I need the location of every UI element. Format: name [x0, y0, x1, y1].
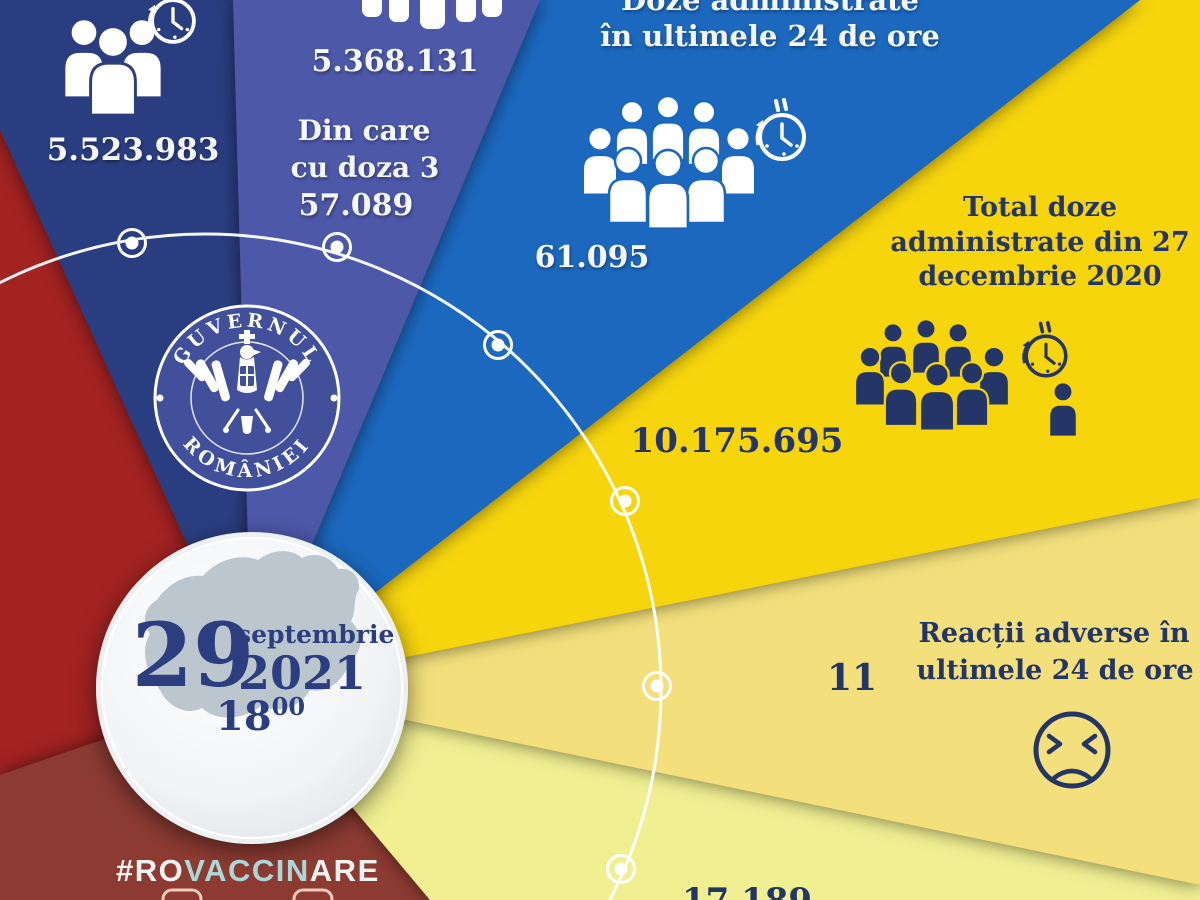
stat-title-line1: Doze administrate [621, 0, 919, 17]
badge-year: 2021 [238, 646, 366, 700]
wedge-blue [252, 0, 1140, 688]
arc-node-icon [322, 232, 352, 262]
stat-title-line1: Total doze [963, 192, 1117, 223]
wedge-navy [0, 0, 252, 688]
stat-value: 61.095 [535, 240, 650, 275]
stat-title-line2: în ultimele 24 de ore [600, 19, 940, 53]
seal-dot-right [330, 394, 338, 402]
hashtag-text: #ROVACCINARE [116, 853, 380, 888]
wedge-indigo [233, 0, 540, 688]
stat-doses-24h: Doze administrate în ultimele 24 de ore … [535, 0, 940, 275]
stat-title-line2: ultimele 24 de ore [916, 655, 1193, 686]
stat-value: 5.368.131 [311, 44, 478, 79]
stat-doses-total: Total doze administrate din 27 decembrie… [631, 192, 1190, 461]
stat-subtitle-line2: cu doza 3 [291, 151, 440, 184]
stat-title-line2: administrate din 27 [890, 227, 1189, 258]
stat-persons-immunized: 5.523.983 [47, 0, 220, 168]
eagle-coat-of-arms-icon [184, 330, 310, 434]
social-icon-1 [161, 888, 203, 900]
badge-minutes: 00 [272, 692, 305, 721]
seal-dot-left [156, 394, 164, 402]
arc-node-icon [606, 854, 636, 884]
hashtag-block: #ROVACCINARE [116, 853, 380, 900]
arc-node-icon [642, 671, 672, 701]
wedge-yellow [252, 0, 1200, 688]
arc-node-icon [117, 228, 147, 258]
stat-title-line1: Reacții adverse în [918, 618, 1189, 649]
stat-title-line3: decembrie 2020 [918, 261, 1161, 292]
date-badge: 29 septembrie 2021 1800 [96, 532, 408, 844]
stat-subtitle-line1: Din care [298, 114, 431, 147]
badge-hour: 1800 [216, 692, 305, 740]
stat-value: 11 [827, 657, 877, 699]
arc-node-icon [610, 486, 640, 516]
stat-persons-vaccinated: 5.368.131 Din care cu doza 3 57.089 [291, 0, 504, 223]
badge-month: septembrie [237, 620, 394, 649]
sad-face-icon [1033, 711, 1111, 789]
wedge-light-yellow [252, 498, 1200, 885]
badge-day: 29 [132, 603, 254, 707]
wedge-pale-yellow [252, 688, 1200, 900]
government-seal: GUVERNUL ROMÂNIEI [153, 304, 341, 492]
arc-node-icons [117, 228, 672, 884]
people-group-icon [360, 0, 504, 31]
stat-subtitle-value: 57.089 [299, 188, 414, 223]
stat-bottom-value: 17.189 [682, 881, 812, 900]
stat-adverse-reactions: Reacții adverse în ultimele 24 de ore 11 [827, 618, 1194, 789]
hashtag-part1: #RO [116, 853, 184, 888]
arc-node-icon [483, 330, 513, 360]
hashtag-part2: VACCIN [184, 853, 310, 888]
social-icon-2 [292, 888, 334, 900]
romania-map-icon [144, 551, 361, 718]
stat-value: 5.523.983 [47, 132, 220, 168]
stat-value: 10.175.695 [631, 421, 844, 461]
hashtag-part3: ARE [310, 853, 380, 888]
